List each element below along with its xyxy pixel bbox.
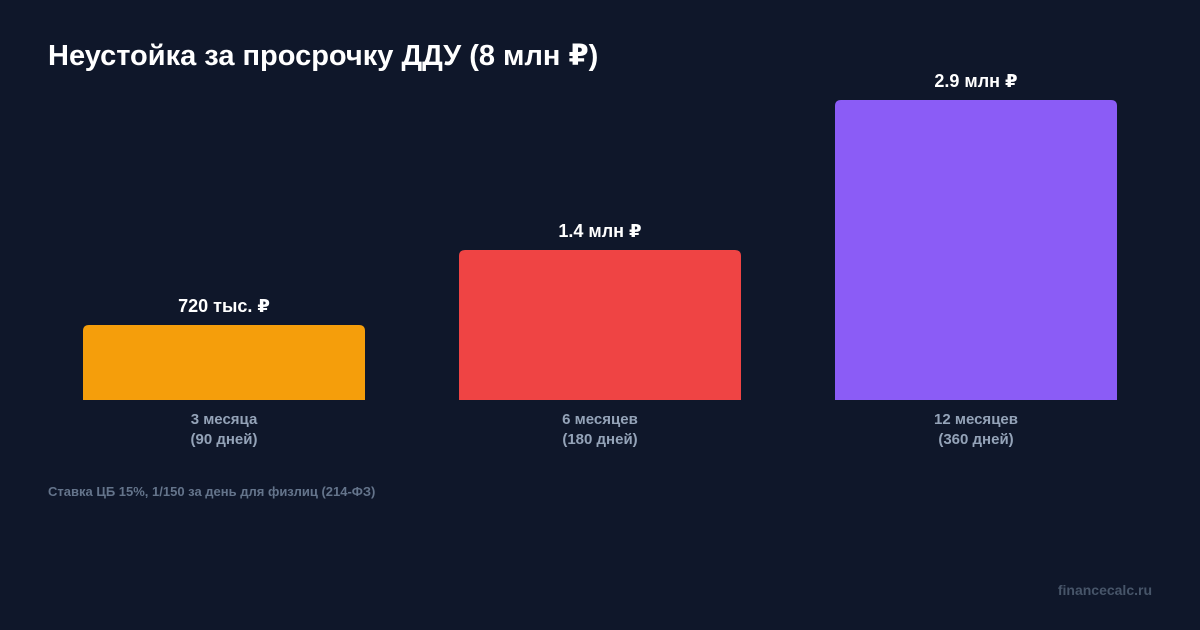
bar-chart: 720 тыс. ₽ 3 месяца (90 дней) 1.4 млн ₽ 6 ме…	[83, 71, 1117, 448]
value-label-2: 1.4 млн ₽	[558, 221, 641, 241]
chart-title: Неустойка за просрочку ДДУ (8 млн ₽)	[48, 40, 599, 72]
category-label-2: 6 месяцев (180 дней)	[562, 411, 638, 448]
category-label-3: 12 месяцев (360 дней)	[934, 411, 1018, 448]
footnote: Ставка ЦБ 15%, 1/150 за день для физлиц …	[48, 484, 376, 499]
bar-2	[459, 250, 741, 400]
bar-1	[83, 325, 365, 400]
value-label-3: 2.9 млн ₽	[934, 71, 1017, 91]
watermark: financecalc.ru	[1057, 582, 1152, 598]
category-label-1: 3 месяца (90 дней)	[191, 411, 258, 448]
bar-3	[835, 100, 1117, 400]
value-label-1: 720 тыс. ₽	[178, 296, 270, 316]
